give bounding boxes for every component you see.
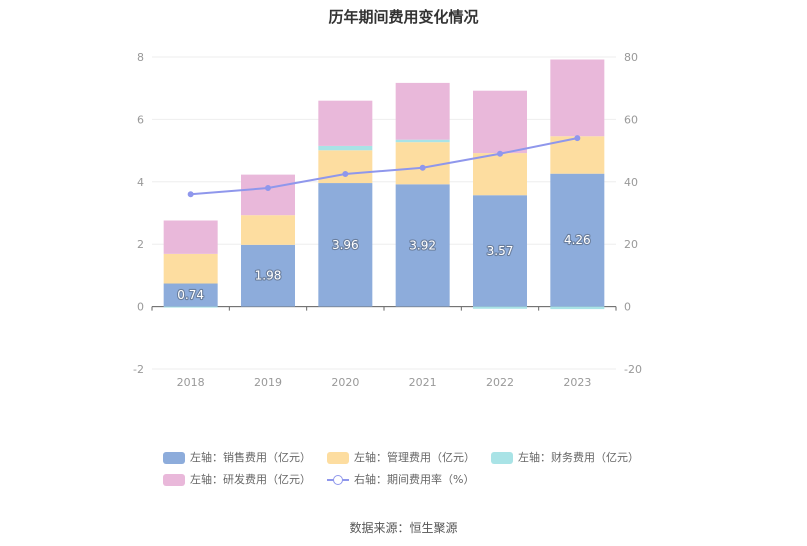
left-axis-tick-label: 6: [137, 113, 144, 126]
bar-segment-4: [241, 174, 295, 216]
x-axis-tick-label: 2022: [486, 376, 514, 389]
bar-segment-4: [473, 90, 527, 154]
bar-segment-3: [550, 306, 605, 310]
bar-segment-2: [395, 142, 450, 185]
legend-item[interactable]: 右轴：期间费用率（%）: [327, 472, 474, 488]
data-source-note: 数据来源：恒生聚源: [349, 521, 458, 535]
bar-data-label: 3.92: [409, 238, 436, 252]
bar-segment-3: [473, 306, 527, 309]
bar-data-label: 3.57: [487, 244, 514, 258]
x-axis-tick-label: 2019: [254, 376, 282, 389]
right-axis-tick-label: 40: [624, 176, 638, 189]
bar-segment-2: [473, 153, 527, 196]
bar-segment-1: [395, 184, 450, 307]
x-axis-tick-label: 2020: [331, 376, 359, 389]
legend-label: 左轴：财务费用（亿元）: [518, 451, 639, 464]
legend-label: 右轴：期间费用率（%）: [354, 473, 475, 486]
bar-data-label: 4.26: [564, 233, 591, 247]
right-axis-tick-label: 0: [624, 301, 631, 314]
x-axis-tick-label: 2018: [177, 376, 205, 389]
bar-segment-2: [163, 253, 218, 284]
left-axis-tick-label: 8: [137, 51, 144, 64]
bar-segment-4: [550, 59, 605, 137]
legend-label: 左轴：销售费用（亿元）: [190, 451, 311, 464]
bar-segment-3: [395, 139, 450, 143]
bar-segment-3: [318, 145, 373, 151]
bar-segment-1: [550, 173, 605, 307]
bar-segment-2: [241, 215, 295, 245]
rate-point: [342, 171, 349, 177]
bar-data-label: 3.96: [332, 238, 359, 252]
bar-segment-4: [318, 100, 373, 146]
bar-segment-1: [241, 244, 295, 307]
rate-point: [574, 135, 581, 142]
right-axis-tick-label: 20: [624, 238, 638, 251]
legend-item[interactable]: 左轴：销售费用（亿元）: [163, 450, 311, 466]
rate-line: [190, 137, 578, 196]
legend-label: 左轴：管理费用（亿元）: [354, 451, 475, 464]
bar-segment-4: [395, 82, 450, 140]
legend-item[interactable]: 左轴：研发费用（亿元）: [163, 472, 311, 488]
bar-segment-4: [163, 220, 218, 254]
right-axis-tick-label: 80: [624, 51, 638, 64]
left-axis-tick-label: 0: [137, 301, 144, 314]
right-axis-tick-label: -20: [624, 363, 642, 376]
bar-data-label: 1.98: [255, 269, 282, 283]
legend-label: 左轴：研发费用（亿元）: [190, 473, 311, 486]
legend-swatch: [327, 474, 349, 486]
left-axis-tick-label: 2: [137, 238, 144, 251]
chart-title: 历年期间费用变化情况: [328, 8, 479, 26]
right-axis-tick-label: 60: [624, 113, 638, 126]
rate-point: [419, 164, 426, 171]
bar-data-label: 0.74: [177, 288, 204, 302]
bar-segment-1: [318, 183, 373, 307]
rate-point: [497, 150, 503, 157]
x-axis-tick-label: 2021: [409, 376, 437, 389]
left-axis-tick-label: -2: [133, 363, 144, 376]
legend-swatch: [163, 474, 185, 486]
bar-segment-1: [163, 283, 218, 307]
legend-swatch: [163, 452, 185, 464]
legend-item[interactable]: 左轴：财务费用（亿元）: [491, 450, 639, 466]
rate-point: [187, 191, 194, 198]
legend-swatch: [491, 452, 513, 464]
bar-segment-1: [473, 195, 527, 307]
legend-swatch: [327, 452, 349, 464]
left-axis-tick-label: 4: [137, 176, 144, 189]
x-axis-tick-label: 2023: [563, 376, 591, 389]
rate-point: [265, 185, 271, 192]
bar-segment-3: [163, 306, 218, 308]
legend-item[interactable]: 左轴：管理费用（亿元）: [327, 450, 475, 466]
